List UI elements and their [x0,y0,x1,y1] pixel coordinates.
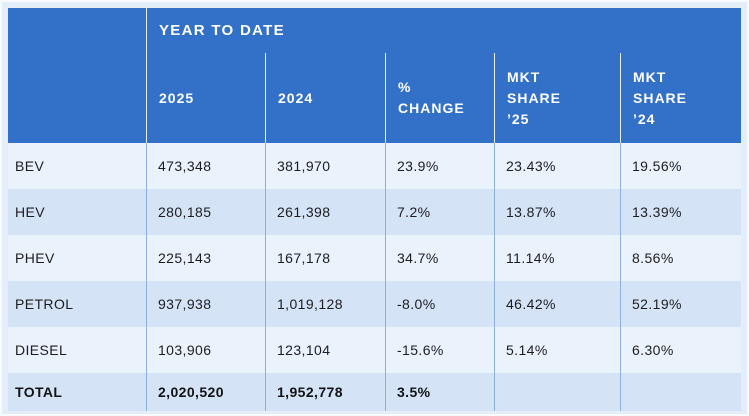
row-label: TOTAL [15,384,63,400]
table-body: BEV 473,348 381,970 23.9% 23.43% 19.56% … [8,143,741,411]
value-2025: 937,938 [146,281,265,327]
table-row-phev: PHEV 225,143 167,178 34.7% 11.14% 8.56% [8,235,741,281]
value-2024: 381,970 [265,143,385,189]
value-mkt-share-24: 6.30% [620,327,741,373]
value-pct-change: -15.6% [385,327,494,373]
value-mkt-share-24 [620,373,741,411]
value-mkt-share-25 [494,373,620,411]
value-mkt-share-24: 52.19% [620,281,741,327]
table-row-total: TOTAL 2,020,520 1,952,778 3.5% [8,373,741,411]
header-corner-cell [8,8,146,53]
value-pct-change: 3.5% [385,373,494,411]
row-label: DIESEL [15,342,68,358]
table-row-petrol: PETROL 937,938 1,019,128 -8.0% 46.42% 52… [8,281,741,327]
value-2025: 2,020,520 [146,373,265,411]
column-header-mkt-share-25: MKT SHARE ’25 [494,53,620,143]
value-pct-change: -8.0% [385,281,494,327]
table-row-hev: HEV 280,185 261,398 7.2% 13.87% 13.39% [8,189,741,235]
value-2025: 280,185 [146,189,265,235]
value-pct-change: 23.9% [385,143,494,189]
value-mkt-share-25: 11.14% [494,235,620,281]
column-header-pct-change: % CHANGE [385,53,494,143]
value-mkt-share-25: 46.42% [494,281,620,327]
value-mkt-share-24: 19.56% [620,143,741,189]
table-row-bev: BEV 473,348 381,970 23.9% 23.43% 19.56% [8,143,741,189]
value-pct-change: 34.7% [385,235,494,281]
value-2025: 473,348 [146,143,265,189]
value-2024: 123,104 [265,327,385,373]
value-mkt-share-24: 13.39% [620,189,741,235]
group-header-year-to-date: YEAR TO DATE [146,8,741,53]
column-header-2025: 2025 [146,53,265,143]
column-header-2024: 2024 [265,53,385,143]
value-2025: 103,906 [146,327,265,373]
row-label: PETROL [15,296,74,312]
ytd-registrations-table: YEAR TO DATE 2025 2024 % CHANGE MKT SHAR… [8,8,741,411]
header-columns-row: 2025 2024 % CHANGE MKT SHARE ’25 MKT SHA… [8,53,741,143]
value-mkt-share-25: 13.87% [494,189,620,235]
row-label: HEV [15,204,45,220]
value-2024: 1,019,128 [265,281,385,327]
row-label: PHEV [15,250,55,266]
value-mkt-share-24: 8.56% [620,235,741,281]
table-header: YEAR TO DATE 2025 2024 % CHANGE MKT SHAR… [8,8,741,143]
value-2024: 261,398 [265,189,385,235]
value-2025: 225,143 [146,235,265,281]
value-2024: 1,952,778 [265,373,385,411]
header-blank-cell [8,53,146,143]
column-header-mkt-share-24: MKT SHARE ’24 [620,53,741,143]
value-mkt-share-25: 5.14% [494,327,620,373]
header-group-row: YEAR TO DATE [8,8,741,53]
value-pct-change: 7.2% [385,189,494,235]
value-mkt-share-25: 23.43% [494,143,620,189]
value-2024: 167,178 [265,235,385,281]
table-row-diesel: DIESEL 103,906 123,104 -15.6% 5.14% 6.30… [8,327,741,373]
row-label: BEV [15,158,45,174]
